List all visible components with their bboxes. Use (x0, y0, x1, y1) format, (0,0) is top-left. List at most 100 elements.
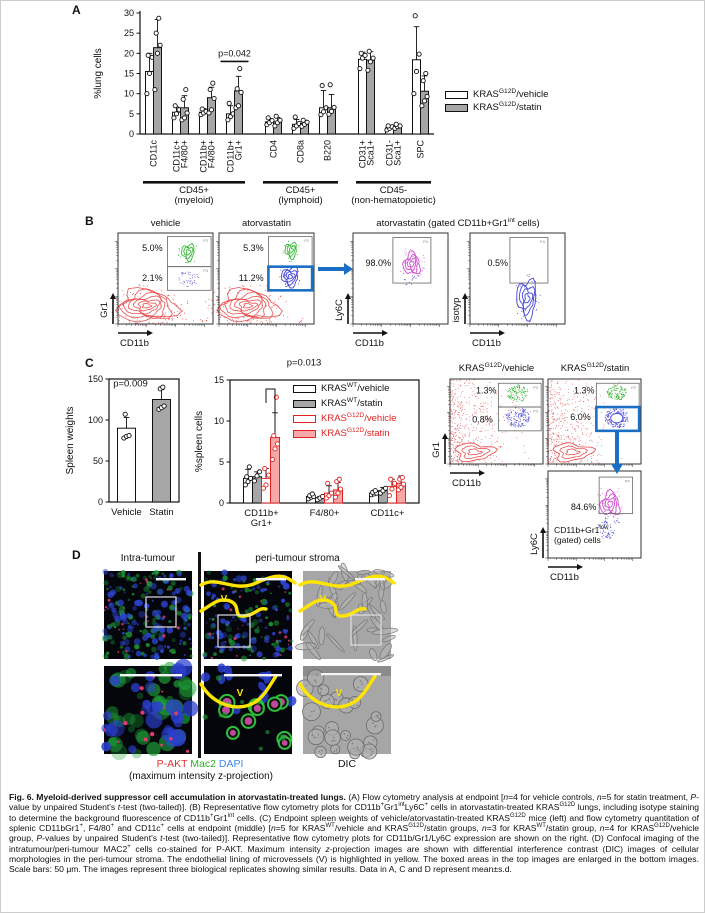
legend-swatch-wt-statin (293, 399, 316, 408)
svg-text:11.2%: 11.2% (239, 273, 264, 283)
legend-swatch-wt-vehicle (293, 384, 316, 393)
svg-text:0: 0 (129, 129, 134, 139)
svg-text:98.0%: 98.0% (365, 258, 391, 268)
svg-text:30: 30 (124, 8, 134, 18)
panel-c-label: C (85, 356, 94, 370)
gate-arrow-right-icon (318, 263, 353, 275)
flow-plot-spleen-vehicle: P2 P3 1.3% 0.8% Gr1 CD11b (431, 378, 544, 489)
svg-text:CD45+(myeloid): CD45+ (myeloid) (174, 185, 213, 206)
svg-text:Gr1: Gr1 (431, 442, 442, 458)
legend-swatch-vehicle (445, 90, 468, 99)
flow-plot-atorvastatin: P2 5.3% 11.2% (205, 232, 315, 327)
stain-label-dapi: DAPI (215, 758, 244, 770)
svg-text:P2: P2 (533, 385, 539, 390)
svg-text:Statin: Statin (149, 507, 173, 518)
svg-text:CD11b: CD11b (472, 338, 501, 349)
svg-text:1.3%: 1.3% (574, 385, 595, 395)
projection-note: (maximum intensity z-projection) (129, 771, 273, 782)
svg-text:25: 25 (124, 28, 134, 38)
svg-text:CD11b+: CD11b+ (199, 140, 209, 173)
svg-text:150: 150 (88, 374, 103, 384)
svg-text:0: 0 (219, 498, 224, 508)
legend-label: KRASWT/statin (321, 396, 383, 409)
svg-text:P3: P3 (533, 409, 539, 414)
svg-text:CD31+: CD31+ (358, 140, 368, 168)
panel-a-legend: KRASG12D/vehicle KRASG12D/statin (445, 88, 548, 114)
micro-peri-tumour-dic-zoom: V (296, 666, 391, 760)
column-divider (198, 552, 201, 758)
panel-d-label: D (72, 548, 81, 562)
svg-text:F4/80+: F4/80+ (310, 508, 340, 519)
svg-text:100: 100 (88, 415, 103, 425)
svg-text:CD45-(non-hematopoietic): CD45-(non-hematopoietic) (351, 185, 436, 206)
panel-b-label: B (85, 214, 94, 228)
legend-label: KRASG12D/vehicle (473, 87, 549, 100)
legend-swatch-g12d-statin (293, 429, 316, 438)
svg-text:SPC: SPC (416, 140, 426, 159)
flow-title-gated: atorvastatin (gated CD11b+Gr1int cells) (376, 216, 540, 229)
panel-c-legend: KRASWT/vehicle KRASWT/statin KRASG12D/ve… (293, 381, 396, 441)
legend-swatch-statin (445, 103, 468, 112)
flow-plot-gated-ly6c: P4 98.0% Ly6C CD11b (334, 232, 449, 349)
flow-title-vehicle: vehicle (150, 218, 181, 229)
legend-label: KRASG12D/statin (473, 100, 542, 113)
svg-text:15: 15 (124, 69, 134, 79)
svg-text:5: 5 (129, 109, 134, 119)
svg-text:isotyp: isotyp (451, 298, 462, 323)
svg-text:P2: P2 (203, 238, 209, 243)
svg-text:20: 20 (124, 48, 134, 58)
svg-text:5: 5 (219, 457, 224, 467)
svg-text:6.0%: 6.0% (570, 412, 591, 422)
flow-title-atorvastatin: atorvastatin (241, 218, 292, 229)
flow-title-g12d-vehicle: KRASG12D/vehicle (458, 361, 535, 374)
svg-text:V: V (320, 594, 327, 605)
stain-legend: P-AKT Mac2 DAPI (104, 758, 296, 770)
svg-text:5.0%: 5.0% (142, 243, 163, 253)
svg-text:CD31-: CD31- (385, 140, 395, 166)
svg-text:V: V (221, 594, 228, 605)
svg-text:P4: P4 (540, 239, 546, 244)
legend-swatch-g12d-vehicle (293, 414, 316, 423)
svg-text:CD4: CD4 (269, 140, 279, 158)
flow-title-g12d-statin: KRASG12D/statin (560, 361, 630, 374)
figure-caption: Fig. 6. Myeloid-derived suppressor cell … (9, 792, 700, 875)
svg-text:CD11b+Gr1+: CD11b+ Gr1+ (244, 508, 279, 529)
micro-peri-tumour-dic-top: V (295, 562, 399, 663)
svg-text:10: 10 (214, 416, 224, 426)
flow-plot-spleen-statin: P2 1.3% 6.0% (545, 378, 642, 467)
legend-item: KRASWT/vehicle (293, 381, 396, 396)
svg-text:15: 15 (214, 375, 224, 385)
svg-text:Gr1+: Gr1+ (234, 140, 244, 160)
svg-text:V: V (237, 688, 244, 699)
flow-plot-isotype: P4 0.5% isotyp CD11b (451, 232, 566, 349)
svg-text:P4: P4 (625, 479, 631, 484)
svg-text:Ly6C: Ly6C (529, 533, 540, 555)
svg-text:0.5%: 0.5% (487, 258, 508, 268)
legend-item: KRASG12D/vehicle (293, 411, 396, 426)
legend-item: KRASG12D/statin (445, 101, 548, 114)
legend-label: KRASG12D/statin (321, 426, 390, 439)
flow-plot-vehicle: P2 P3 5.0% 2.1% Gr1 CD11b (99, 232, 214, 349)
svg-text:%lung cells: %lung cells (93, 48, 104, 99)
svg-text:Gr1: Gr1 (99, 302, 110, 318)
svg-text:p=0.042: p=0.042 (218, 48, 251, 58)
svg-text:CD11b: CD11b (550, 572, 579, 583)
legend-label: KRASG12D/vehicle (321, 411, 397, 424)
svg-text:0.8%: 0.8% (472, 414, 493, 424)
svg-text:10: 10 (124, 89, 134, 99)
svg-text:1.3%: 1.3% (476, 385, 497, 395)
legend-item: KRASWT/statin (293, 396, 396, 411)
svg-text:p=0.013: p=0.013 (287, 357, 322, 368)
gated-cells-label: CD11b+Gr1low (gated) cells (554, 525, 609, 545)
micro-peri-tumour-fluor-top: V (199, 569, 297, 662)
svg-text:Sca1+: Sca1+ (393, 140, 403, 166)
svg-text:P2: P2 (631, 385, 637, 390)
legend-item: KRASG12D/vehicle (445, 88, 548, 101)
svg-text:F4/80+: F4/80+ (207, 140, 217, 168)
stain-label-p-akt: P-AKT (156, 758, 188, 770)
legend-item: KRASG12D/statin (293, 426, 396, 441)
svg-text:V: V (336, 688, 343, 699)
svg-text:50: 50 (93, 456, 103, 466)
micro-intra-tumour-zoom (101, 658, 199, 761)
